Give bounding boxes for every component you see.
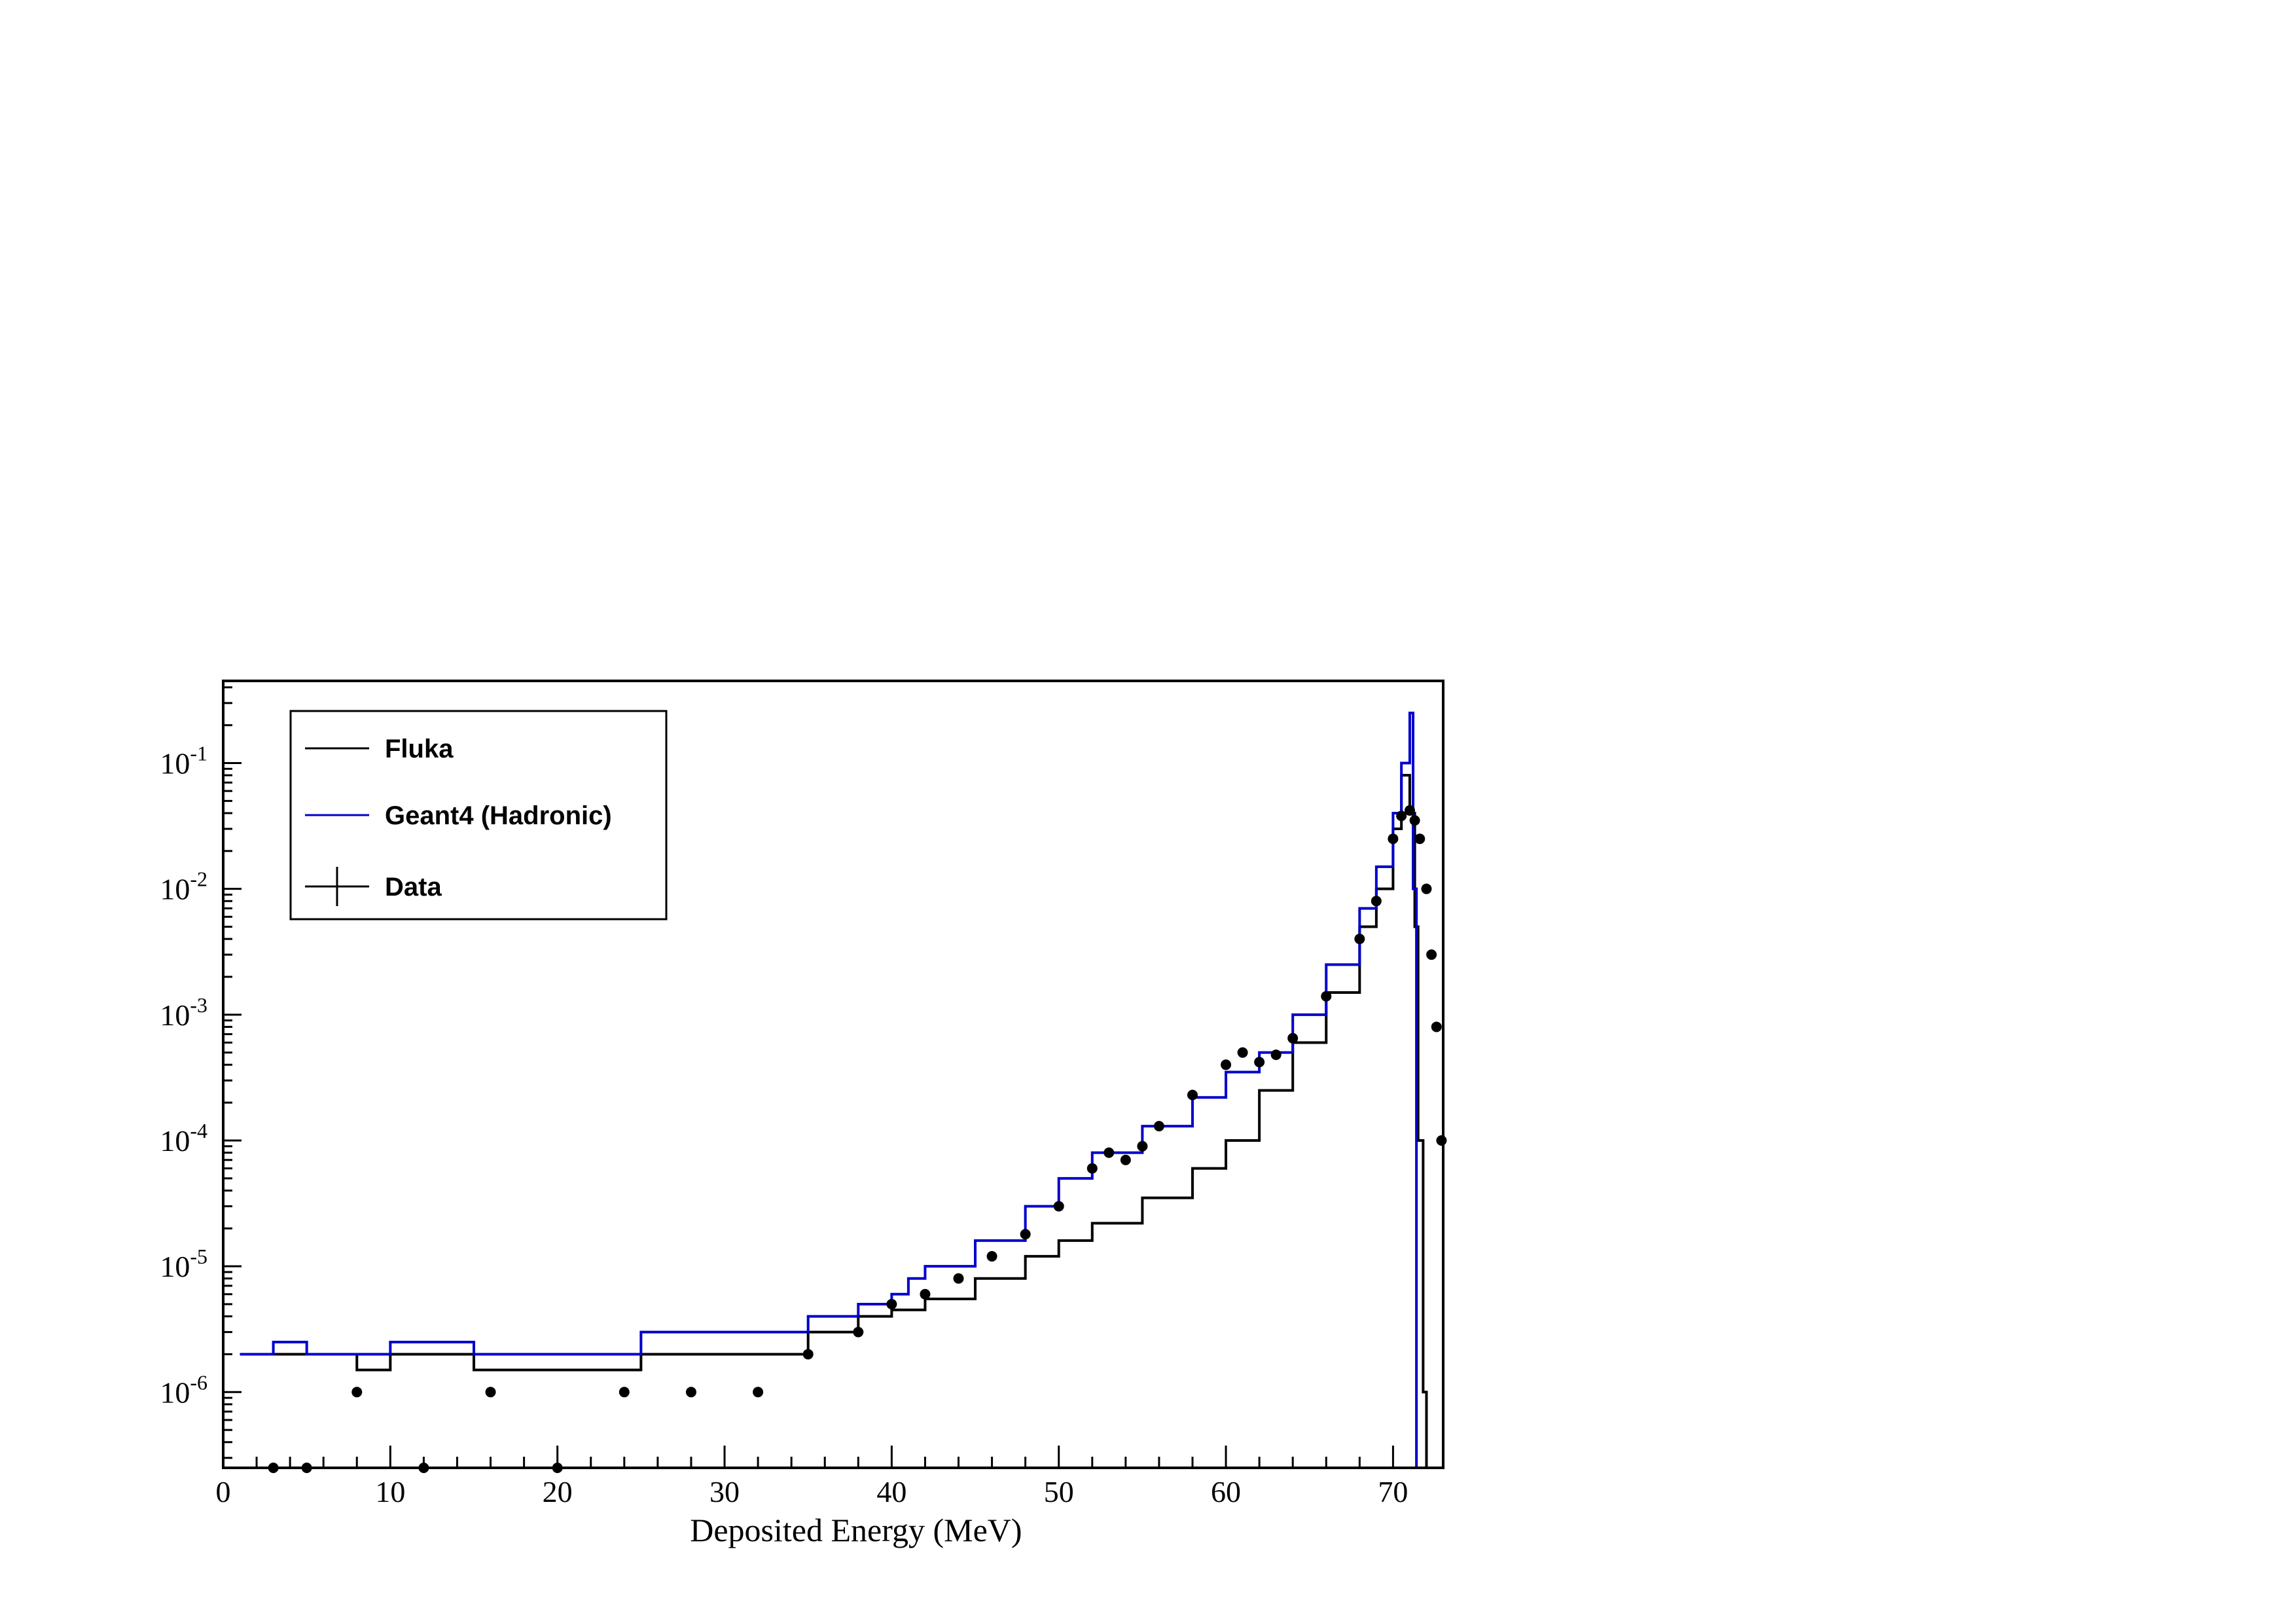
legend-label-data: Data: [385, 873, 442, 902]
data-point: [1020, 1229, 1031, 1240]
x-tick-label-60: 60: [1211, 1475, 1241, 1508]
data-point: [1431, 1021, 1442, 1032]
data-point: [1153, 1121, 1164, 1132]
data-point: [753, 1387, 764, 1398]
x-tick-label-50: 50: [1044, 1475, 1074, 1508]
legend-label-fluka: Fluka: [385, 735, 454, 763]
data-point: [1436, 1135, 1447, 1146]
data-point: [853, 1326, 864, 1338]
data-point: [1414, 833, 1426, 845]
series-layer: [240, 712, 1447, 1473]
data-point: [802, 1349, 814, 1360]
x-axis-title: Deposited Energy (MeV): [690, 1512, 1022, 1548]
data-point: [920, 1288, 931, 1300]
data-point: [1421, 883, 1432, 894]
data-point: [351, 1387, 363, 1398]
x-tick-label-0: 0: [216, 1475, 231, 1508]
plot-frame: [222, 680, 1444, 1469]
data-point: [1404, 805, 1415, 816]
y-tick-label--6: 10-6: [160, 1370, 207, 1409]
data-point: [1354, 934, 1365, 945]
data-point: [1221, 1059, 1232, 1070]
data-point: [685, 1387, 696, 1398]
data-point: [1426, 949, 1437, 960]
y-tick-label--2: 10-2: [160, 867, 207, 906]
legend: Fluka Geant4 (Hadronic) Data: [289, 710, 668, 921]
series-line-0: [240, 774, 1432, 1469]
data-point: [1270, 1049, 1282, 1061]
data-point: [1371, 896, 1382, 907]
x-tick-label-70: 70: [1378, 1475, 1408, 1508]
data-point: [1396, 811, 1407, 822]
x-tick-label-30: 30: [709, 1475, 740, 1508]
y-tick-label--4: 10-4: [160, 1119, 207, 1158]
x-tick-label-20: 20: [543, 1475, 573, 1508]
data-point: [1120, 1154, 1131, 1165]
y-tick-label--3: 10-3: [160, 993, 207, 1032]
y-tick-label--5: 10-5: [160, 1245, 207, 1283]
data-point: [1086, 1163, 1098, 1174]
data-point: [1409, 815, 1420, 826]
legend-label-geant4: Geant4 (Hadronic): [385, 801, 612, 830]
data-point: [886, 1298, 897, 1309]
data-point: [986, 1250, 997, 1262]
data-point: [1187, 1089, 1198, 1101]
data-point: [619, 1387, 630, 1398]
x-tick-label-40: 40: [876, 1475, 906, 1508]
ticks-layer: 0 10 20 30 40 50 60 70 10-6 10-5 10-4 10-3 10-2 10-1: [160, 686, 1427, 1508]
data-point: [1254, 1057, 1265, 1068]
data-point: [953, 1273, 964, 1284]
data-point: [1287, 1032, 1299, 1044]
data-point: [1103, 1147, 1115, 1158]
y-tick-label--1: 10-1: [160, 742, 207, 780]
data-point: [1321, 991, 1332, 1002]
data-point: [1237, 1047, 1248, 1058]
data-point: [1053, 1201, 1064, 1212]
series-line-1: [240, 712, 1422, 1469]
data-point: [1388, 833, 1399, 845]
data-point: [1137, 1140, 1148, 1152]
data-point: [485, 1387, 496, 1398]
x-tick-label-10: 10: [375, 1475, 405, 1508]
